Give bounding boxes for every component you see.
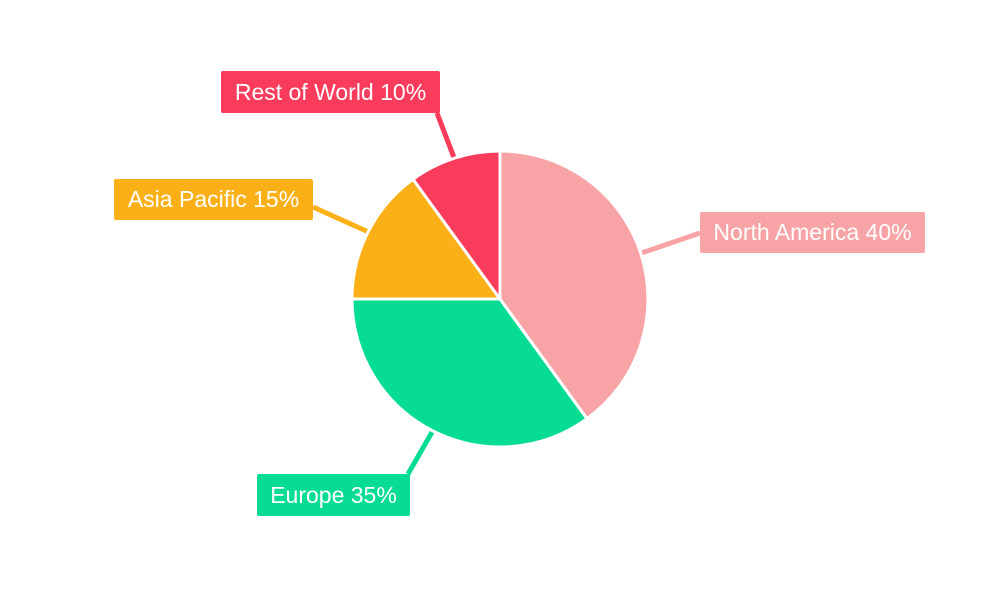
leader-line-europe bbox=[405, 428, 436, 476]
callout-asia-pacific: Asia Pacific 15% bbox=[114, 179, 313, 220]
pie-slice-asia-pacific bbox=[350, 177, 502, 301]
leader-line-rest-of-world bbox=[434, 112, 457, 161]
callout-north-america-label: North America 40% bbox=[713, 219, 912, 245]
callout-rest-of-world: Rest of World 10% bbox=[221, 71, 440, 113]
pie-slice-europe bbox=[350, 297, 589, 449]
pie-slice-north-america bbox=[498, 149, 650, 421]
leader-line-asia-pacific bbox=[311, 204, 371, 235]
callout-rest-of-world-label: Rest of World 10% bbox=[234, 78, 427, 105]
leader-line-north-america bbox=[638, 230, 701, 256]
callout-asia-pacific-label: Asia Pacific 15% bbox=[127, 186, 300, 212]
callout-europe: Europe 35% bbox=[257, 474, 410, 516]
pie-slice-rest-of-world bbox=[411, 149, 502, 301]
callout-europe-label: Europe 35% bbox=[270, 481, 397, 508]
callout-north-america: North America 40% bbox=[700, 212, 925, 253]
